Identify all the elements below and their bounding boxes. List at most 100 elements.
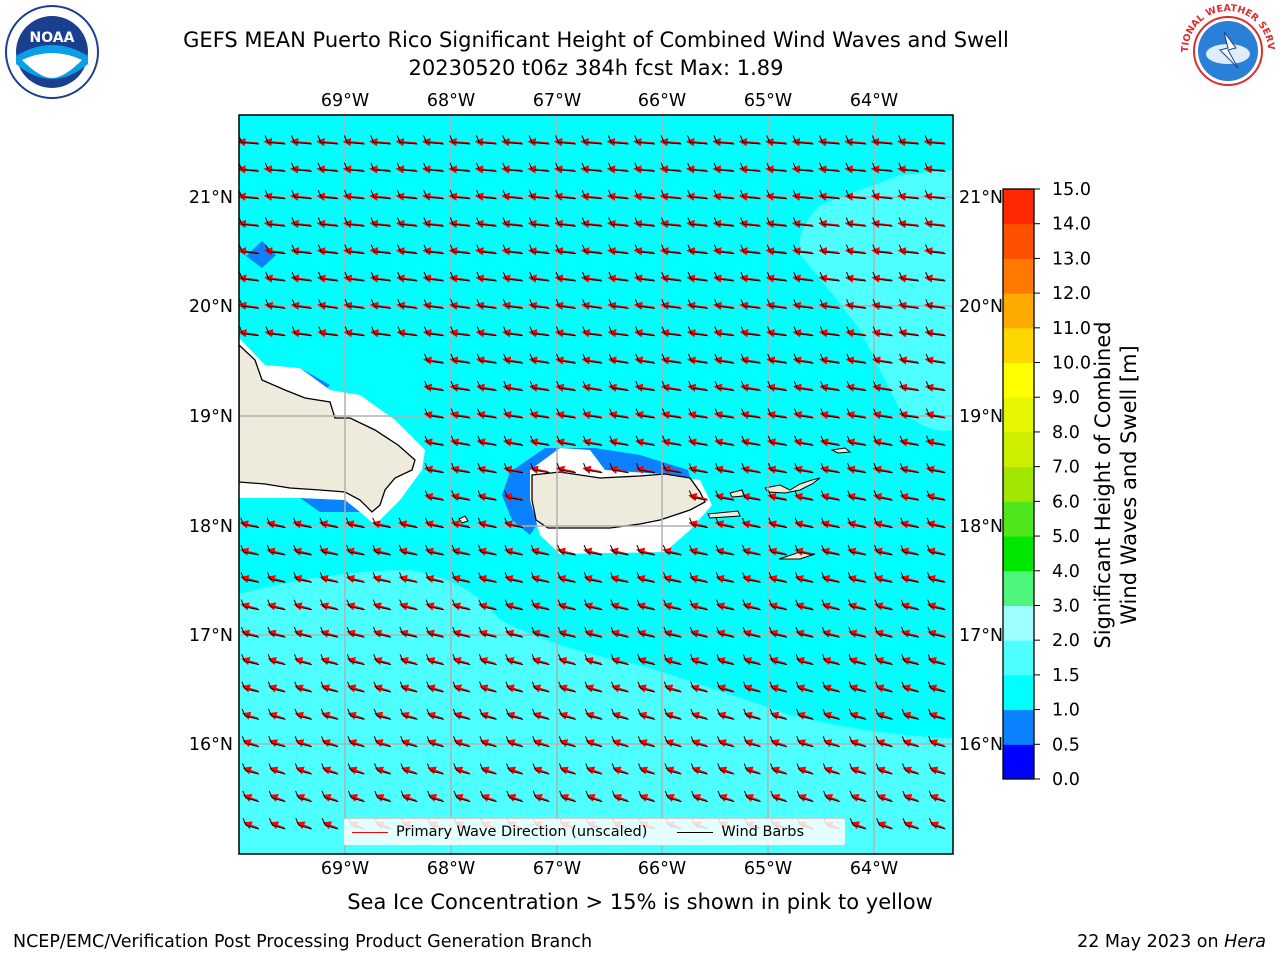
wind-barb-flag bbox=[373, 681, 378, 689]
wind-barb-staff bbox=[691, 387, 708, 392]
wind-barb-flag bbox=[476, 299, 481, 307]
wind-barb-flag bbox=[660, 189, 665, 198]
wind-barb-staff bbox=[773, 770, 788, 775]
wind-barb-staff bbox=[454, 442, 471, 446]
wave-direction-arrow bbox=[768, 574, 787, 584]
wind-barb-staff bbox=[455, 633, 471, 638]
wind-barb-flag bbox=[450, 381, 455, 389]
wind-barb-flag bbox=[821, 517, 825, 525]
wind-barb-staff bbox=[453, 305, 471, 309]
wave-direction-arrow bbox=[345, 520, 364, 529]
wind-barb-staff bbox=[848, 142, 867, 145]
wind-barb-staff bbox=[773, 742, 788, 748]
wind-barb-flag bbox=[688, 353, 692, 362]
wind-barb-flag bbox=[372, 544, 377, 553]
wind-barb-flag bbox=[476, 326, 481, 334]
wind-barb-flag bbox=[582, 435, 587, 444]
wind-barb-staff bbox=[532, 169, 550, 172]
wind-barb-staff bbox=[373, 196, 392, 200]
colorbar-tick-label: 4.0 bbox=[1052, 562, 1080, 582]
wind-barb-flag bbox=[556, 381, 561, 389]
wind-barb-flag bbox=[396, 135, 401, 143]
wind-barb-flag bbox=[399, 654, 404, 662]
wind-barb-staff bbox=[849, 333, 867, 337]
wind-barb-staff bbox=[850, 496, 867, 501]
wind-barb-staff bbox=[902, 305, 920, 309]
wind-barb-staff bbox=[930, 660, 946, 666]
wind-barb-staff bbox=[456, 742, 471, 748]
wind-barb-flag bbox=[821, 599, 826, 607]
wind-barb-flag bbox=[902, 790, 907, 799]
wind-barb-staff bbox=[851, 633, 867, 638]
land-vieques bbox=[707, 510, 741, 519]
wave-direction-arrow bbox=[427, 739, 444, 748]
wind-barb-staff bbox=[667, 742, 682, 748]
wind-barb-staff bbox=[270, 606, 286, 611]
wind-barb-staff bbox=[903, 469, 920, 474]
wind-barb-flag bbox=[688, 490, 693, 498]
wave-direction-arrow bbox=[901, 684, 919, 693]
wave-direction-arrow bbox=[240, 547, 259, 556]
wave-direction-arrow bbox=[319, 574, 338, 584]
wind-barb-staff bbox=[720, 797, 735, 803]
wind-barb-flag bbox=[900, 490, 904, 498]
wind-barb-staff bbox=[480, 415, 497, 419]
wave-direction-arrow bbox=[638, 766, 655, 775]
wind-barb-staff bbox=[321, 196, 339, 200]
wind-barb-staff bbox=[849, 387, 867, 392]
wind-barb-flag bbox=[529, 353, 534, 362]
wind-barb-staff bbox=[245, 797, 260, 803]
wind-barb-staff bbox=[929, 469, 946, 474]
wind-barb-staff bbox=[771, 524, 788, 529]
sea-ice-caption: Sea Ice Concentration > 15% is shown in … bbox=[347, 890, 933, 914]
wind-barb-staff bbox=[693, 715, 708, 720]
wind-barb-flag bbox=[321, 763, 326, 771]
wind-barb-staff bbox=[640, 715, 656, 720]
wave-direction-arrow bbox=[771, 794, 787, 802]
wave-direction-arrow bbox=[609, 574, 628, 584]
wind-barb-staff bbox=[426, 196, 444, 200]
wave-direction-arrow bbox=[427, 794, 444, 802]
wave-direction-arrow bbox=[267, 602, 285, 611]
wind-barb-flag bbox=[478, 544, 482, 553]
wind-barb-flag bbox=[478, 654, 483, 662]
wave-direction-arrow bbox=[690, 711, 708, 720]
wind-barb-flag bbox=[770, 763, 775, 771]
wind-barb-flag bbox=[556, 462, 561, 471]
wind-barb-flag bbox=[478, 572, 483, 580]
wind-barb-flag bbox=[294, 736, 299, 744]
wind-barb-flag bbox=[557, 599, 562, 607]
wind-barb-flag bbox=[925, 326, 930, 334]
wind-barb-staff bbox=[666, 551, 682, 556]
wind-barb-flag bbox=[743, 790, 748, 799]
wind-barb-flag bbox=[608, 299, 613, 307]
wind-barb-flag bbox=[584, 654, 589, 662]
wind-barb-staff bbox=[509, 742, 524, 748]
wind-barb-flag bbox=[689, 517, 693, 525]
wave-direction-arrow bbox=[902, 766, 919, 775]
wind-barb-staff bbox=[452, 169, 471, 172]
wind-barb-staff bbox=[505, 196, 524, 200]
lon-label-bottom: 64°W bbox=[850, 859, 898, 879]
wind-barb-flag bbox=[927, 681, 932, 689]
map-area bbox=[239, 115, 953, 854]
wind-barb-flag bbox=[691, 790, 696, 799]
wave-direction-arrow bbox=[240, 574, 259, 584]
wind-barb-flag bbox=[820, 490, 825, 498]
wave-direction-arrow bbox=[609, 547, 628, 556]
wave-direction-arrow bbox=[610, 629, 628, 638]
wind-barb-flag bbox=[291, 299, 296, 307]
wave-direction-arrow bbox=[423, 465, 443, 474]
wave-direction-arrow bbox=[820, 492, 839, 502]
wind-barb-flag bbox=[793, 299, 798, 307]
wind-barb-flag bbox=[581, 244, 586, 252]
wind-barb-flag bbox=[794, 462, 799, 471]
wave-direction-arrow bbox=[450, 492, 470, 502]
wind-barb-flag bbox=[822, 736, 827, 744]
wave-direction-arrow bbox=[793, 465, 813, 474]
wind-barb-staff bbox=[611, 196, 629, 200]
wind-barb-flag bbox=[611, 736, 616, 744]
wind-barb-flag bbox=[819, 244, 824, 252]
wave-direction-arrow bbox=[319, 547, 338, 556]
wind-barb-staff bbox=[400, 223, 418, 227]
